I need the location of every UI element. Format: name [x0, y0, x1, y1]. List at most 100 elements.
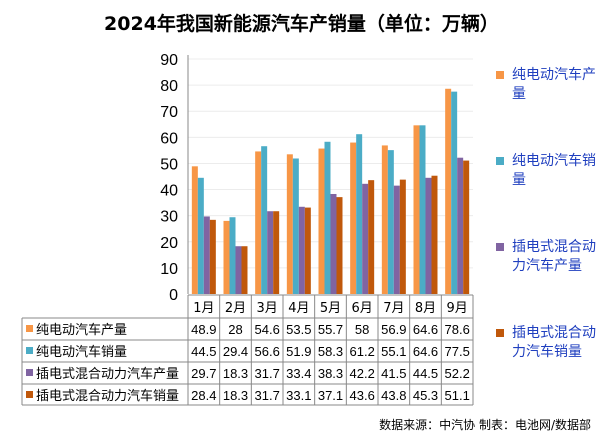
y-tick-label: 80 [160, 78, 178, 95]
bar [463, 160, 470, 294]
bar [393, 185, 400, 294]
data-label: 58.3 [318, 344, 343, 359]
bar [292, 158, 299, 294]
data-label: 78.6 [445, 322, 470, 337]
bar [330, 193, 337, 294]
bar [209, 219, 216, 294]
data-label: 61.2 [350, 344, 375, 359]
x-category-label: 8月 [415, 301, 436, 316]
data-label: 43.8 [381, 388, 406, 403]
x-category-label: 4月 [288, 301, 309, 316]
data-label: 53.5 [286, 322, 311, 337]
legend-swatch [496, 71, 504, 79]
data-label: 18.3 [223, 366, 248, 381]
bar [223, 220, 230, 294]
y-tick-label: 70 [160, 104, 178, 121]
legend-label: 纯电动汽车销量 [512, 153, 596, 188]
bar [387, 150, 394, 294]
y-tick-label: 20 [160, 235, 178, 252]
source-note: 数据来源：中汽协 制表：电池网/数据部 [379, 418, 591, 432]
table-legend-key [26, 325, 33, 332]
data-label: 45.3 [413, 388, 438, 403]
bar [304, 207, 311, 294]
legend-item: 插电式混合动力汽车产量 [496, 238, 601, 324]
data-label: 28 [228, 322, 242, 337]
legend-label: 插电式混合动力汽车销量 [512, 325, 596, 360]
y-tick-label: 90 [160, 52, 178, 69]
y-tick-label: 0 [169, 287, 178, 304]
bar [356, 134, 363, 294]
y-tick-label: 60 [160, 130, 178, 147]
data-label: 42.2 [350, 366, 375, 381]
data-label: 55.1 [381, 344, 406, 359]
data-label: 29.4 [223, 344, 248, 359]
table-legend-key [26, 347, 33, 354]
bar [273, 211, 280, 294]
data-label: 33.1 [286, 388, 311, 403]
bar [298, 206, 305, 294]
y-tick-label: 50 [160, 156, 178, 173]
y-tick-label: 10 [160, 261, 178, 278]
data-label: 37.1 [318, 388, 343, 403]
x-category-label: 3月 [257, 301, 278, 316]
legend-swatch [496, 329, 504, 337]
data-label: 64.6 [413, 322, 438, 337]
chart-title: 2024年我国新能源汽车产销量（单位：万辆） [104, 13, 499, 35]
bar [197, 177, 204, 294]
legend: 纯电动汽车产量 纯电动汽车销量 插电式混合动力汽车产量 插电式混合动力汽车销量 [496, 66, 601, 410]
data-label: 29.7 [191, 366, 216, 381]
data-label: 51.1 [445, 388, 470, 403]
bar [255, 151, 262, 294]
data-label: 41.5 [381, 366, 406, 381]
legend-swatch [496, 157, 504, 165]
table-series-label: 纯电动汽车销量 [36, 344, 127, 360]
bar [413, 125, 420, 294]
data-label: 18.3 [223, 388, 248, 403]
bar [261, 146, 268, 294]
legend-label: 纯电动汽车产量 [512, 67, 596, 102]
bar [336, 197, 343, 294]
data-label: 77.5 [445, 344, 470, 359]
bar [235, 246, 242, 294]
bar [368, 180, 375, 294]
x-category-label: 7月 [383, 301, 404, 316]
data-label: 44.5 [413, 366, 438, 381]
data-label: 55.7 [318, 322, 343, 337]
legend-item: 纯电动汽车销量 [496, 152, 601, 238]
bar [267, 211, 274, 294]
bar [203, 216, 210, 294]
legend-item: 纯电动汽车产量 [496, 66, 601, 152]
bar [241, 246, 248, 294]
data-label: 38.3 [318, 366, 343, 381]
y-tick-label: 40 [160, 183, 178, 200]
bar [431, 175, 438, 294]
x-category-label: 6月 [352, 301, 373, 316]
data-label: 44.5 [191, 344, 216, 359]
data-label: 52.2 [445, 366, 470, 381]
table-series-label: 插电式混合动力汽车产量 [36, 366, 179, 382]
bar [324, 141, 331, 294]
bar [419, 125, 426, 294]
bar [399, 179, 406, 294]
data-label: 43.6 [350, 388, 375, 403]
legend-swatch [496, 243, 504, 251]
bar [362, 183, 369, 294]
data-label: 58 [355, 322, 369, 337]
x-category-label: 2月 [225, 301, 246, 316]
bar [318, 148, 325, 294]
table-series-label: 插电式混合动力汽车销量 [36, 388, 179, 404]
data-label: 64.6 [413, 344, 438, 359]
data-label: 48.9 [191, 322, 216, 337]
bar [451, 91, 458, 294]
bar [191, 166, 198, 294]
data-label: 28.4 [191, 388, 216, 403]
data-label: 31.7 [255, 388, 280, 403]
bar [286, 154, 293, 294]
table-legend-key [26, 369, 33, 376]
bar [425, 177, 432, 294]
x-category-label: 5月 [320, 301, 341, 316]
data-label: 56.6 [255, 344, 280, 359]
table-legend-key [26, 391, 33, 398]
